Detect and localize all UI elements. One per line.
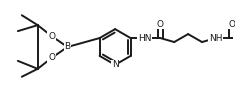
Text: N: N <box>112 60 118 69</box>
Text: B: B <box>64 42 70 52</box>
Text: O: O <box>48 53 55 62</box>
Text: O: O <box>157 20 164 29</box>
Text: O: O <box>228 20 235 29</box>
Text: O: O <box>48 32 55 41</box>
Text: NH: NH <box>209 34 223 43</box>
Text: HN: HN <box>138 34 151 43</box>
